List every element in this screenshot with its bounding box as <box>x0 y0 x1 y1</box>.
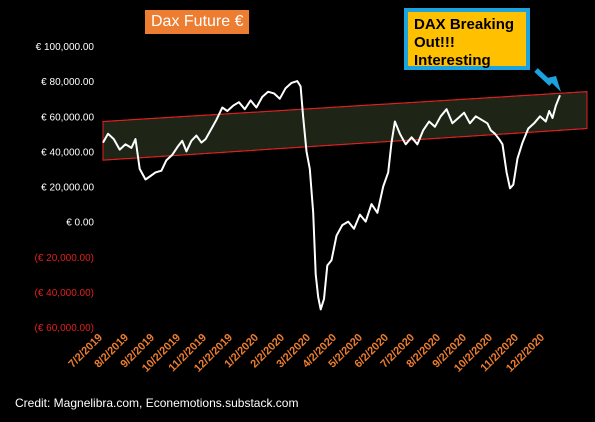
x-axis-ticks: 7/2/20198/2/20199/2/201910/2/201911/2/20… <box>66 332 547 375</box>
y-tick-label: € 60,000.00 <box>41 112 94 123</box>
channel-lower-line <box>102 128 588 161</box>
channel-upper-line <box>102 91 588 123</box>
series-line-dax <box>102 80 561 311</box>
chart-title: Dax Future € <box>145 10 250 34</box>
y-tick-label: (€ 60,000.00) <box>35 323 95 334</box>
callout-arrow <box>534 68 553 86</box>
y-tick-label: € 20,000.00 <box>41 183 94 194</box>
y-tick-label: (€ 20,000.00) <box>35 253 95 264</box>
annotation-callout: DAX Breaking Out!!! Interesting <box>404 8 530 70</box>
y-tick-label: € 100,000.00 <box>36 42 95 53</box>
y-axis-ticks: € 100,000.00 € 80,000.00 € 60,000.00 € 40,0… <box>35 42 95 334</box>
y-tick-label: (€ 40,000.00) <box>35 288 95 299</box>
y-tick-label: € 40,000.00 <box>41 147 94 158</box>
y-tick-label: € 80,000.00 <box>41 77 94 88</box>
y-tick-label: € 0.00 <box>66 218 94 229</box>
callout-arrowhead <box>547 76 561 92</box>
credit-text: Credit: Magnelibra.com, Econemotions.sub… <box>15 396 299 410</box>
